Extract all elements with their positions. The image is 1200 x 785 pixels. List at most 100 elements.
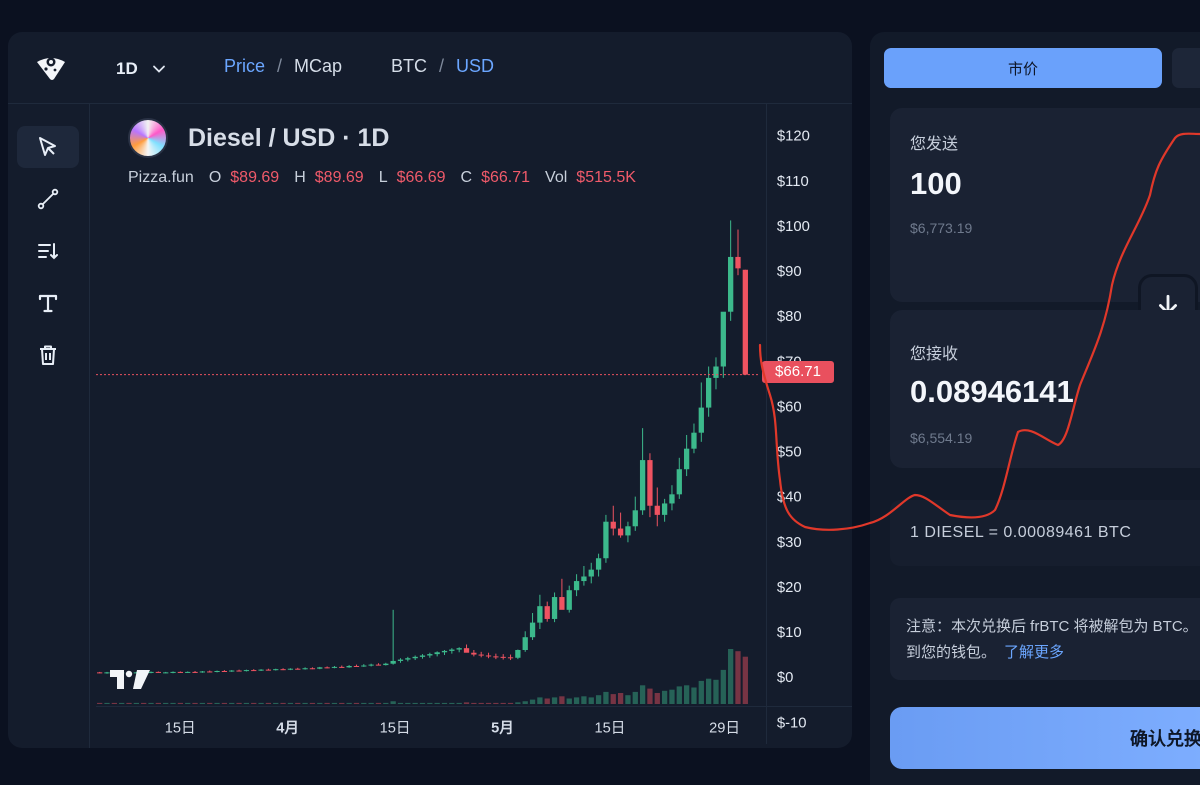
candle-body bbox=[588, 569, 594, 577]
volume-bar bbox=[735, 651, 741, 704]
candle-body bbox=[566, 590, 572, 610]
send-amount-input[interactable]: 100 bbox=[910, 166, 962, 201]
mcap-toggle[interactable]: MCap bbox=[294, 56, 343, 76]
candle-body bbox=[456, 648, 462, 650]
tool-cursor[interactable] bbox=[17, 126, 79, 168]
trendline-icon bbox=[37, 188, 59, 210]
pizza-logo-icon[interactable] bbox=[34, 52, 68, 82]
volume-bar bbox=[280, 702, 286, 704]
tab-market-order[interactable]: 市价 bbox=[884, 48, 1162, 88]
volume-bar bbox=[273, 702, 279, 704]
candle-body bbox=[617, 528, 624, 536]
candlestick-plot[interactable] bbox=[96, 104, 760, 734]
y-tick-label: $20 bbox=[777, 580, 802, 596]
candle-body bbox=[441, 650, 448, 653]
volume-bar bbox=[207, 702, 213, 704]
y-tick-label: $90 bbox=[777, 264, 802, 280]
candle-body bbox=[419, 655, 426, 657]
volume-bar bbox=[713, 679, 719, 704]
volume-bar bbox=[478, 702, 484, 704]
candle-body bbox=[155, 671, 162, 673]
btc-toggle[interactable]: BTC bbox=[391, 56, 427, 76]
unwrap-notice: 注意：本次兑换后 frBTC 将被解包为 BTC。 到您的钱包。 了解更多 bbox=[890, 598, 1200, 680]
low-label: L bbox=[378, 169, 388, 186]
y-tick-label: $60 bbox=[777, 399, 802, 415]
volume-bar bbox=[427, 702, 433, 704]
volume-bar bbox=[192, 702, 198, 704]
candle-body bbox=[302, 668, 308, 670]
candle-body bbox=[676, 469, 682, 495]
receive-box[interactable]: 您接收 0.08946141 $6,554.19 bbox=[890, 310, 1200, 468]
tool-delete[interactable] bbox=[17, 334, 79, 376]
candle-body bbox=[742, 269, 748, 375]
candle-body bbox=[185, 671, 191, 673]
send-usd-value: $6,773.19 bbox=[910, 220, 973, 236]
price-toggle[interactable]: Price bbox=[224, 56, 266, 76]
candle-body bbox=[170, 671, 176, 673]
send-box[interactable]: 您发送 100 $6,773.19 bbox=[890, 108, 1200, 302]
volume-bar bbox=[317, 702, 323, 704]
price-axis: $120$110$100$90$80$70$60$50$40$30$20$10$… bbox=[766, 104, 810, 744]
volume-bar bbox=[390, 701, 396, 704]
volume-bar bbox=[434, 702, 440, 704]
volume-bar bbox=[405, 702, 411, 704]
volume-bar bbox=[588, 697, 594, 704]
candle-body bbox=[632, 510, 638, 527]
exchange-rate-box: 1 DIESEL = 0.00089461 BTC bbox=[890, 500, 1200, 566]
diesel-token-icon bbox=[128, 118, 168, 158]
volume-bar bbox=[375, 702, 382, 704]
confirm-swap-button[interactable]: 确认兑换 bbox=[890, 707, 1200, 769]
tradingview-logo-icon[interactable] bbox=[110, 668, 152, 692]
y-tick-label: $10 bbox=[777, 625, 802, 641]
learn-more-link[interactable]: 了解更多 bbox=[1004, 644, 1065, 661]
candle-body bbox=[273, 669, 279, 671]
candle-body bbox=[669, 494, 675, 504]
y-tick-label: $110 bbox=[777, 174, 809, 190]
candle-body bbox=[317, 667, 323, 669]
candle-body bbox=[221, 671, 228, 672]
candle-body bbox=[434, 652, 440, 655]
volume-bar bbox=[617, 693, 624, 704]
y-tick-label: $0 bbox=[777, 670, 793, 686]
candle-body bbox=[537, 606, 543, 623]
price-mcap-toggle: Price / MCap bbox=[224, 56, 342, 77]
candle-body bbox=[265, 669, 272, 671]
volume-bar bbox=[691, 687, 697, 704]
candle-body bbox=[522, 637, 528, 650]
volume-bar bbox=[214, 702, 220, 704]
candle-body bbox=[427, 654, 433, 656]
candle-body bbox=[177, 671, 184, 673]
trash-icon bbox=[40, 345, 56, 365]
volume-bar bbox=[361, 702, 367, 704]
tool-trendline[interactable] bbox=[17, 178, 79, 220]
candle-body bbox=[148, 671, 154, 673]
volume-bar bbox=[243, 702, 250, 704]
volume-bar bbox=[331, 702, 338, 704]
candle-body bbox=[236, 670, 242, 672]
usd-toggle[interactable]: USD bbox=[456, 56, 495, 76]
x-tick-label: 5月 bbox=[491, 719, 514, 736]
candle-body bbox=[471, 652, 477, 655]
candle-body bbox=[610, 521, 616, 529]
timeframe-value: 1D bbox=[116, 59, 138, 78]
volume-bar bbox=[544, 698, 550, 704]
tool-text[interactable] bbox=[17, 282, 79, 324]
timeframe-select[interactable]: 1D bbox=[100, 48, 180, 90]
candle-body bbox=[691, 432, 697, 449]
candle-body bbox=[544, 606, 550, 619]
candle-body bbox=[463, 648, 470, 653]
candle-body bbox=[229, 670, 235, 672]
tab-limit-order[interactable] bbox=[1172, 48, 1200, 88]
tool-sort[interactable] bbox=[17, 230, 79, 272]
candle-body bbox=[485, 655, 492, 657]
candle-body bbox=[735, 256, 741, 269]
candle-body bbox=[493, 656, 499, 658]
volume-bar bbox=[265, 702, 272, 704]
candle-body bbox=[97, 672, 103, 674]
candle-body bbox=[295, 668, 301, 670]
volume-bar bbox=[463, 702, 470, 704]
candle-body bbox=[573, 581, 580, 591]
candle-body bbox=[346, 665, 352, 668]
candle-body bbox=[339, 666, 345, 668]
volume-bar bbox=[698, 680, 704, 704]
